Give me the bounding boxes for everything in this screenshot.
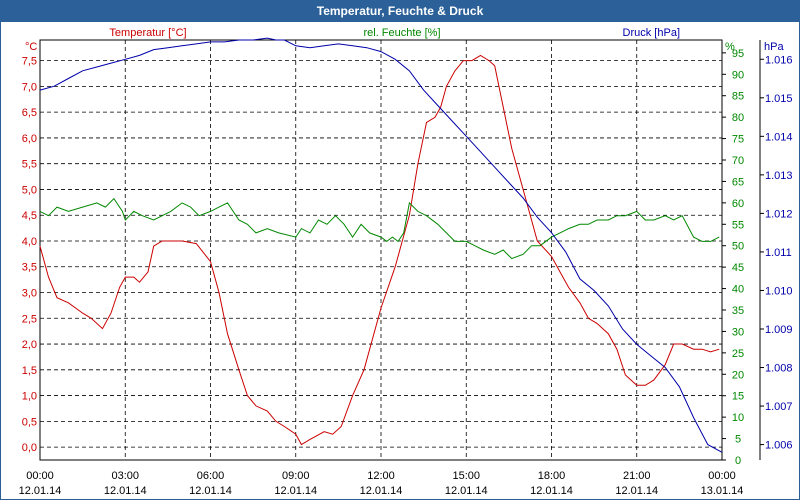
plot-area (39, 39, 723, 461)
series-line-temperature (39, 54, 720, 446)
temperature-tick-label: 6,5 (22, 107, 37, 119)
humidity-tick-label: 45 (732, 262, 744, 274)
x-tick-time: 15:00 (452, 470, 480, 482)
temperature-tick-label: 3,0 (22, 288, 37, 300)
x-tick-time: 03:00 (111, 470, 139, 482)
x-tick-time: 21:00 (623, 470, 651, 482)
humidity-tick-label: 60 (732, 198, 744, 210)
x-tick-date: 12.01.14 (445, 485, 488, 497)
temperature-tick-label: 3,5 (22, 262, 37, 274)
humidity-tick-label: 75 (732, 134, 744, 146)
x-tick-date: 13.01.14 (701, 485, 744, 497)
temperature-tick-label: 4,0 (22, 236, 37, 248)
x-tick-time: 12:00 (367, 470, 395, 482)
pressure-tick-label: 1.015 (765, 93, 793, 105)
humidity-tick-label: 65 (732, 176, 744, 188)
temperature-tick-label: 6,0 (22, 133, 37, 145)
temperature-tick-label: 4,5 (22, 210, 37, 222)
pressure-tick-label: 1.009 (765, 324, 793, 336)
pressure-tick-label: 1.006 (765, 440, 793, 452)
pressure-unit: hPa (764, 41, 784, 53)
temperature-axis-title: Temperatur [°C] (109, 27, 186, 39)
x-tick-time: 00:00 (708, 470, 736, 482)
temperature-tick-label: 0,0 (22, 442, 37, 454)
axis-layer: 0,0 0,5 1,0 1,5 2,0 2,5 3,0 3,5 4,0 4,5 5,0 5,5 6,0 6… (19, 40, 793, 497)
pressure-tick-label: 1.012 (765, 208, 793, 220)
x-tick-date: 12.01.14 (189, 485, 232, 497)
temperature-tick-label: 5,0 (22, 184, 37, 196)
humidity-tick-label: 50 (732, 241, 744, 253)
humidity-tick-label: 90 (732, 69, 744, 81)
temperature-tick-label: 1,5 (22, 365, 37, 377)
grid-lines (40, 40, 722, 460)
pressure-tick-label: 1.016 (765, 54, 793, 66)
x-tick-date: 12.01.14 (360, 485, 403, 497)
pressure-tick-label: 1.007 (765, 401, 793, 413)
temperature-unit: °C (25, 41, 37, 53)
humidity-tick-label: 5 (735, 434, 741, 446)
x-tick-date: 12.01.14 (274, 485, 317, 497)
pressure-tick-label: 1.011 (765, 247, 792, 259)
humidity-tick-label: 70 (732, 155, 744, 167)
humidity-tick-label: 15 (732, 391, 744, 403)
humidity-tick-label: 85 (732, 91, 744, 103)
x-tick-time: 18:00 (538, 470, 566, 482)
x-tick-date: 12.01.14 (104, 485, 147, 497)
chart-title: Temperatur, Feuchte & Druck (0, 0, 800, 22)
humidity-tick-label: 20 (732, 369, 744, 381)
temperature-tick-label: 2,0 (22, 339, 37, 351)
series-line-humidity (39, 197, 720, 260)
temperature-tick-label: 0,5 (22, 416, 37, 428)
temperature-tick-label: 1,0 (22, 391, 37, 403)
temperature-tick-label: 7,0 (22, 81, 37, 93)
temperature-tick-label: 2,5 (22, 313, 37, 325)
pressure-tick-label: 1.014 (765, 131, 793, 143)
humidity-unit: % (725, 41, 735, 53)
x-tick-time: 09:00 (282, 470, 310, 482)
humidity-tick-label: 25 (732, 348, 744, 360)
pressure-axis-title: Druck [hPa] (623, 27, 680, 39)
humidity-tick-label: 55 (732, 219, 744, 231)
temperature-tick-label: 7,5 (22, 56, 37, 68)
humidity-tick-label: 40 (732, 284, 744, 296)
humidity-tick-label: 95 (732, 48, 744, 60)
x-tick-date: 12.01.14 (615, 485, 658, 497)
x-tick-time: 06:00 (197, 470, 225, 482)
pressure-tick-label: 1.010 (765, 285, 793, 297)
x-tick-date: 12.01.14 (530, 485, 573, 497)
series-line-pressure (39, 37, 723, 453)
series-layer (39, 37, 723, 453)
x-tick-time: 00:00 (26, 470, 54, 482)
pressure-tick-label: 1.013 (765, 170, 793, 182)
humidity-tick-label: 30 (732, 326, 744, 338)
humidity-tick-label: 10 (732, 412, 744, 424)
pressure-tick-label: 1.008 (765, 363, 793, 375)
temperature-tick-label: 5,5 (22, 159, 37, 171)
humidity-tick-label: 0 (735, 455, 741, 467)
x-tick-date: 12.01.14 (19, 485, 62, 497)
humidity-axis-title: rel. Feuchte [%] (363, 27, 440, 39)
humidity-tick-label: 80 (732, 112, 744, 124)
humidity-tick-label: 35 (732, 305, 744, 317)
